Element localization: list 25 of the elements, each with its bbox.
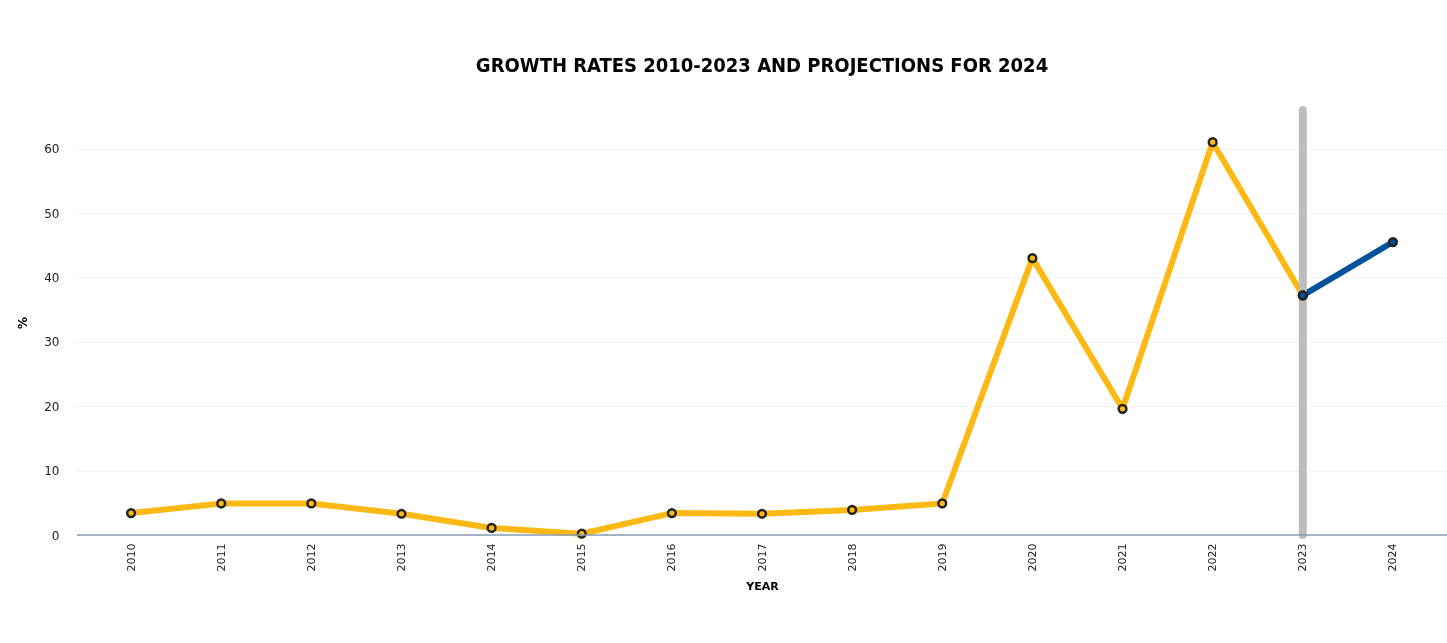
x-tick-label: 2013 (394, 543, 408, 572)
x-tick-label: 2015 (575, 543, 589, 572)
y-tick-label: 0 (51, 528, 60, 543)
y-tick-label: 20 (44, 399, 60, 414)
y-tick-label: 50 (44, 206, 60, 221)
x-tick-label: 2024 (1386, 543, 1400, 572)
y-tick-label: 40 (44, 270, 60, 285)
x-tick-label: 2014 (485, 543, 499, 572)
x-tick-label: 2016 (665, 543, 679, 572)
x-axis-title: YEAR (745, 580, 780, 594)
y-tick-label: 10 (44, 464, 60, 479)
x-tick-label: 2019 (935, 543, 949, 572)
chart-title: GROWTH RATES 2010-2023 AND PROJECTIONS FOR 2024 (475, 53, 1049, 77)
x-tick-label: 2022 (1206, 543, 1220, 572)
x-tick-label: 2010 (124, 543, 138, 572)
x-tick-label: 2020 (1025, 543, 1039, 572)
x-tick-label: 2018 (845, 543, 859, 572)
x-tick-label: 2023 (1296, 543, 1310, 572)
x-tick-label: 2017 (755, 543, 769, 572)
y-tick-label: 60 (44, 142, 60, 157)
x-tick-label: 2012 (304, 543, 318, 572)
x-tick-label: 2021 (1116, 543, 1130, 572)
x-tick-label: 2011 (214, 543, 228, 572)
y-axis-title: % (16, 316, 31, 330)
y-tick-label: 30 (44, 335, 60, 350)
